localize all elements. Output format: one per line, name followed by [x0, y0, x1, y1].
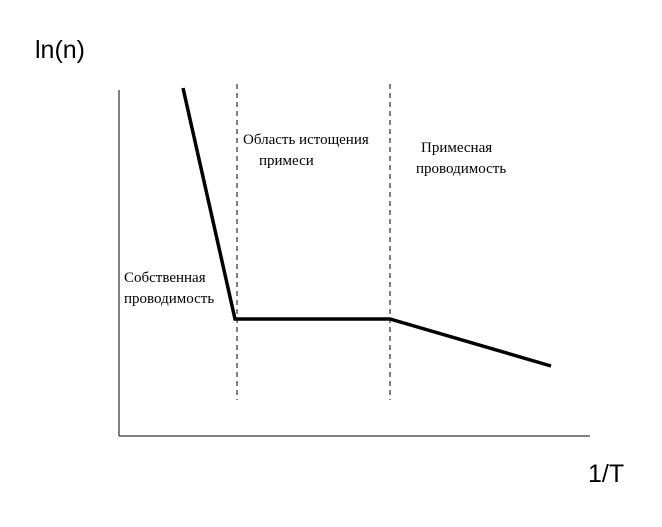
- intrinsic-label-line1: Собственная: [124, 270, 206, 286]
- impurity-region-label: Примесная проводимость: [416, 138, 506, 180]
- depletion-region-label: Область истощения примеси: [243, 130, 369, 172]
- x-axis-label: 1/T: [588, 460, 625, 488]
- depletion-label-line1: Область истощения: [243, 132, 369, 148]
- impurity-label-line2: проводимость: [416, 161, 507, 177]
- conductivity-curve: [181, 87, 552, 368]
- depletion-label-line2: примеси: [259, 153, 314, 169]
- y-axis-label: ln(n): [35, 36, 86, 64]
- impurity-label-line1: Примесная: [421, 140, 493, 156]
- intrinsic-label-line2: проводимость: [124, 291, 215, 307]
- intrinsic-region-label: Собственная проводимость: [124, 268, 214, 310]
